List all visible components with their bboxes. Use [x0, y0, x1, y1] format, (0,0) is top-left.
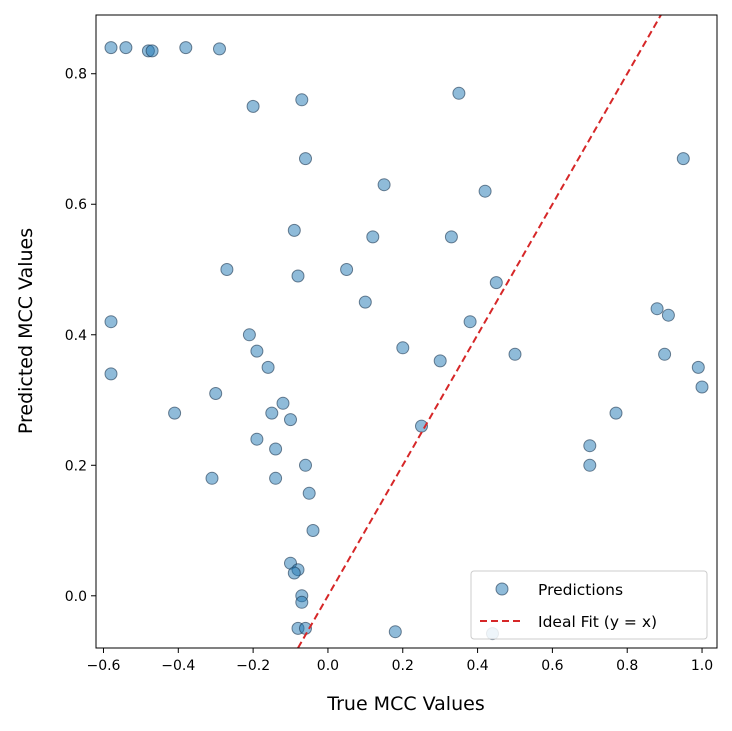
data-point: [269, 471, 283, 485]
data-point: [583, 458, 597, 472]
data-point: [104, 41, 118, 55]
x-tick-label: −0.6: [86, 658, 120, 674]
data-point: [609, 406, 623, 420]
x-tick-label: 0.6: [541, 658, 563, 674]
data-point: [508, 347, 522, 361]
ideal-fit-line: [297, 15, 662, 648]
legend-marker-predictions: [495, 582, 509, 596]
data-point: [691, 360, 705, 374]
data-point: [695, 380, 709, 394]
data-point: [366, 230, 380, 244]
legend-label-ideal-fit: Ideal Fit (y = x): [538, 613, 657, 631]
y-tick-label: 0.0: [65, 589, 87, 605]
data-point: [306, 524, 320, 537]
data-point: [676, 152, 690, 166]
data-point: [299, 152, 312, 166]
x-tick-label: 0.4: [466, 658, 488, 674]
data-point: [287, 223, 301, 237]
data-point: [302, 486, 316, 500]
data-point: [269, 442, 283, 456]
x-axis-ticks: −0.6 −0.4 −0.2 0.0 0.2 0.4 0.6 0.8 1.0: [86, 648, 713, 674]
data-point: [220, 263, 234, 276]
data-point: [452, 86, 466, 100]
data-point: [287, 566, 301, 580]
data-point: [388, 625, 402, 639]
legend-box: [470, 570, 708, 640]
data-point: [209, 387, 223, 400]
data-point: [583, 439, 597, 453]
data-point: [168, 406, 182, 420]
data-point: [104, 315, 118, 329]
x-tick-label: −0.2: [236, 658, 270, 674]
data-point: [284, 413, 297, 427]
data-point: [650, 302, 664, 316]
y-axis-label: Predicted MCC Values: [15, 228, 37, 434]
data-point: [242, 328, 256, 342]
ideal-fit-layer: [297, 15, 662, 648]
y-axis-ticks: 0.0 0.2 0.4 0.6 0.8: [65, 67, 96, 605]
data-point: [295, 595, 309, 609]
data-point: [246, 99, 260, 113]
data-point: [295, 93, 309, 107]
data-point: [291, 269, 305, 283]
data-point: [119, 41, 133, 55]
data-point: [299, 458, 312, 472]
legend: Predictions Ideal Fit (y = x): [470, 570, 708, 640]
data-point: [396, 341, 410, 355]
data-point: [377, 178, 391, 192]
data-point: [340, 263, 354, 276]
x-tick-label: 1.0: [691, 658, 713, 674]
y-tick-label: 0.4: [65, 328, 87, 344]
legend-label-predictions: Predictions: [538, 581, 623, 599]
y-tick-label: 0.6: [65, 197, 87, 213]
data-point: [489, 276, 503, 290]
y-tick-label: 0.8: [65, 67, 87, 83]
x-tick-label: 0.2: [392, 658, 414, 674]
plot-frame: [95, 14, 718, 649]
data-point: [478, 184, 492, 198]
data-point: [463, 315, 477, 329]
data-point: [104, 367, 118, 381]
data-point: [145, 44, 159, 58]
x-axis-label: True MCC Values: [326, 693, 484, 715]
x-tick-label: −0.4: [161, 658, 195, 674]
x-tick-label: 0.0: [317, 658, 339, 674]
data-point: [261, 360, 275, 374]
data-point: [179, 41, 193, 55]
data-point: [658, 347, 672, 361]
x-tick-label: 0.8: [616, 658, 638, 674]
data-point: [276, 396, 290, 410]
scatter-points: [104, 41, 709, 641]
data-point: [265, 406, 279, 420]
data-point: [250, 344, 264, 358]
data-point: [661, 308, 675, 322]
y-tick-label: 0.2: [65, 458, 87, 474]
data-point: [213, 42, 226, 56]
data-point: [250, 432, 264, 446]
data-point: [433, 354, 447, 368]
data-point: [358, 295, 372, 309]
data-point: [444, 230, 458, 244]
data-point: [205, 471, 219, 485]
